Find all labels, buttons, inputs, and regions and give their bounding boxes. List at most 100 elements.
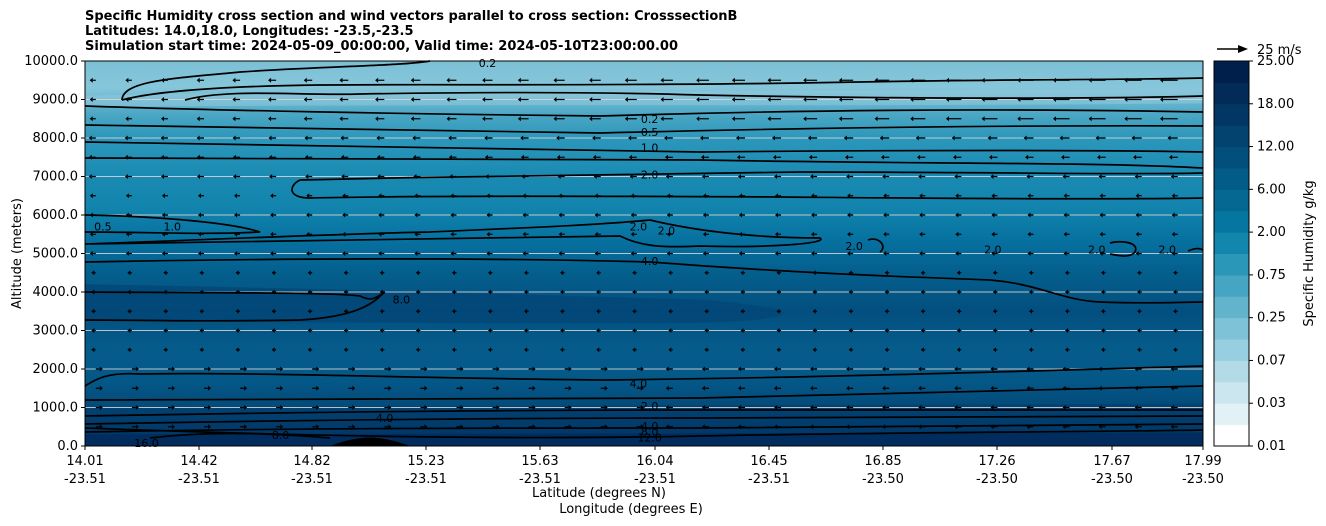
wind-arrow-head bbox=[991, 193, 995, 199]
wind-arrow-head bbox=[379, 347, 383, 353]
wind-arrow-head bbox=[517, 97, 521, 102]
wind-arrow-head bbox=[1095, 135, 1099, 141]
wind-arrow-head bbox=[632, 270, 636, 276]
wind-arrow-head bbox=[268, 77, 272, 83]
wind-arrow-head bbox=[811, 231, 815, 237]
wind-arrow-head bbox=[1063, 251, 1067, 256]
wind-arrow-head bbox=[524, 270, 528, 276]
wind-arrow-head bbox=[955, 193, 959, 199]
y-tick-label: 0.0 bbox=[57, 439, 78, 454]
wind-arrow-head bbox=[553, 97, 557, 102]
colorbar-swatch bbox=[1214, 296, 1249, 319]
wind-arrow-head bbox=[560, 308, 564, 314]
x-axis-label-lat: Latitude (degrees N) bbox=[532, 486, 666, 501]
quiver-key: 25 m/s bbox=[1217, 43, 1302, 58]
wind-arrow-head bbox=[640, 366, 644, 372]
wind-arrow-head bbox=[589, 116, 593, 122]
wind-arrow-head bbox=[280, 424, 284, 430]
y-tick-label: 10000.0 bbox=[24, 54, 78, 69]
colorbar-swatch bbox=[1214, 61, 1249, 83]
wind-arrow-head bbox=[196, 97, 200, 102]
wind-arrow-head bbox=[1065, 308, 1069, 314]
wind-arrow-head bbox=[992, 270, 996, 276]
wind-arrow-head bbox=[235, 270, 239, 276]
wind-arrow-head bbox=[532, 385, 536, 391]
wind-arrow-head bbox=[1088, 116, 1092, 122]
chart-title: Specific Humidity cross section and wind… bbox=[85, 9, 737, 54]
quiver-key-label: 25 m/s bbox=[1257, 43, 1302, 58]
wind-arrow-head bbox=[604, 405, 608, 410]
wind-arrow-head bbox=[316, 405, 320, 410]
wind-arrow-head bbox=[460, 366, 464, 372]
wind-arrow-head bbox=[1173, 289, 1177, 295]
wind-arrow-head bbox=[161, 97, 165, 102]
wind-arrow-head bbox=[375, 77, 379, 83]
wind-arrow-head bbox=[496, 405, 500, 410]
wind-arrow-head bbox=[918, 174, 922, 179]
wind-arrow-head bbox=[99, 366, 103, 372]
colorbar-swatch bbox=[1214, 167, 1249, 190]
wind-arrow-head bbox=[1137, 289, 1141, 295]
wind-arrow-head bbox=[884, 270, 888, 276]
wind-arrow-head bbox=[1135, 193, 1139, 199]
wind-arrow-head bbox=[955, 251, 959, 256]
wind-arrow-head bbox=[558, 251, 562, 256]
wind-arrow-head bbox=[1101, 328, 1105, 333]
wind-arrow-head bbox=[1065, 328, 1069, 333]
wind-arrow-head bbox=[1023, 135, 1027, 141]
wind-arrow-head bbox=[883, 251, 887, 256]
wind-arrow-head bbox=[812, 347, 816, 353]
wind-arrow-head bbox=[233, 174, 237, 179]
y-axis-label: Altitude (meters) bbox=[10, 198, 25, 309]
wind-arrow-head bbox=[89, 193, 93, 199]
wind-arrow-head bbox=[415, 308, 419, 314]
wind-arrow-head bbox=[352, 385, 356, 391]
wind-arrow-head bbox=[568, 405, 572, 410]
wind-arrow-head bbox=[810, 366, 814, 372]
contour-line bbox=[1187, 247, 1204, 252]
wind-arrow-head bbox=[992, 289, 996, 295]
wind-arrow-head bbox=[990, 405, 994, 410]
wind-arrow-head bbox=[520, 154, 524, 160]
x-tick-label-lon: -23.51 bbox=[291, 472, 333, 487]
wind-arrow-head bbox=[163, 270, 167, 276]
wind-arrow-head bbox=[99, 385, 103, 391]
wind-arrow-head bbox=[775, 212, 779, 218]
wind-arrow-head bbox=[446, 116, 450, 122]
wind-arrow-head bbox=[522, 212, 526, 218]
wind-arrow-head bbox=[1170, 424, 1174, 430]
wind-arrow-head bbox=[1134, 424, 1138, 430]
contour-line bbox=[84, 291, 386, 322]
wind-arrow-head bbox=[160, 135, 164, 141]
wind-arrow-head bbox=[532, 405, 536, 410]
wind-arrow-head bbox=[88, 135, 92, 141]
wind-arrow-head bbox=[596, 289, 600, 295]
wind-arrow-head bbox=[1134, 405, 1138, 410]
wind-arrow-head bbox=[451, 347, 455, 353]
wind-arrow-head bbox=[628, 135, 632, 141]
contour-line bbox=[867, 238, 884, 253]
wind-arrow-head bbox=[553, 77, 557, 83]
wind-arrow-head bbox=[803, 77, 807, 83]
contour-label: 2.0 bbox=[641, 169, 659, 182]
colorbar-swatch bbox=[1214, 403, 1249, 426]
wind-arrow-head bbox=[303, 97, 307, 102]
wind-arrow-head bbox=[307, 347, 311, 353]
wind-arrow-head bbox=[701, 174, 705, 179]
wind-arrow-head bbox=[882, 405, 886, 410]
x-tick-label-lat: 14.82 bbox=[293, 454, 330, 469]
wind-arrow-head bbox=[135, 405, 139, 410]
colorbar-swatch bbox=[1214, 146, 1249, 169]
wind-arrow-head bbox=[244, 366, 248, 372]
wind-arrow-head bbox=[270, 212, 274, 218]
wind-arrow-head bbox=[460, 405, 464, 410]
contour-line bbox=[84, 214, 261, 235]
contour-line bbox=[84, 124, 1204, 134]
wind-arrow-head bbox=[1017, 116, 1021, 122]
wind-arrow-head bbox=[736, 135, 740, 141]
wind-arrow-head bbox=[1063, 193, 1067, 199]
wind-arrow-head bbox=[632, 308, 636, 314]
wind-arrow-head bbox=[731, 97, 735, 102]
wind-arrow-head bbox=[992, 328, 996, 333]
wind-arrow-head bbox=[450, 212, 454, 218]
